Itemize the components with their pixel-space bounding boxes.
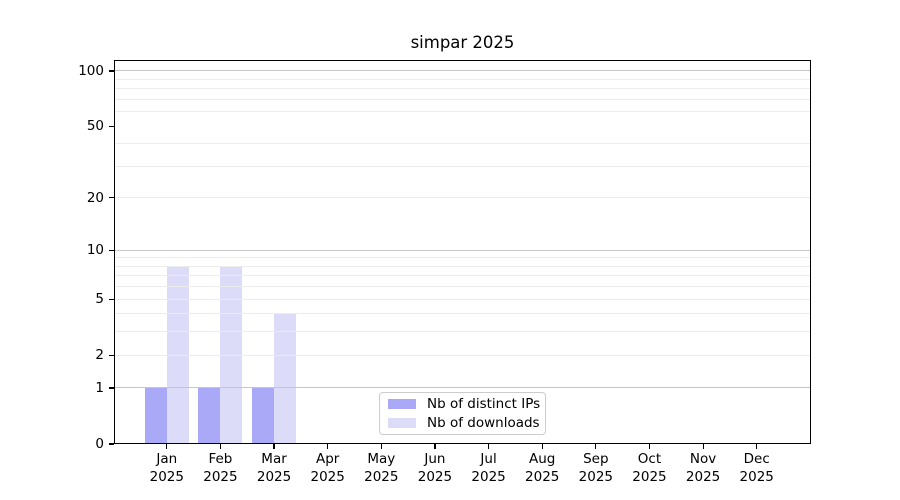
x-tick-mark (219, 444, 222, 449)
y-tick-label: 100 (78, 62, 104, 79)
x-tick-mark (166, 444, 168, 449)
x-tick-mark (487, 444, 490, 449)
y-tick-mark (109, 387, 114, 389)
x-tick-label: Oct 2025 (632, 451, 667, 485)
major-gridline (115, 70, 810, 72)
x-tick-mark (541, 444, 543, 449)
bar-nb-of-distinct-ips-jan (144, 387, 167, 444)
x-tick-label: Jan 2025 (149, 451, 184, 485)
y-tick-label: 5 (95, 291, 104, 308)
minor-gridline (115, 78, 810, 80)
y-tick-mark (109, 125, 114, 127)
y-tick-label: 10 (86, 242, 104, 259)
major-gridline (115, 387, 810, 389)
x-tick-label: Jun 2025 (417, 451, 453, 485)
x-tick-label: Jul 2025 (471, 451, 506, 485)
x-tick-mark (327, 444, 329, 449)
minor-gridline (115, 165, 810, 167)
minor-gridline (115, 286, 810, 288)
minor-gridline (115, 313, 810, 315)
y-tick-mark (109, 298, 114, 300)
minor-gridline (115, 275, 810, 277)
legend-item-distinct-ips: Nb of distinct IPs (388, 395, 545, 412)
minor-gridline (115, 257, 810, 259)
minor-gridline (115, 88, 810, 90)
x-tick-mark (380, 444, 382, 449)
downloads-swatch (388, 418, 416, 428)
x-tick-label: Apr 2025 (310, 451, 345, 485)
y-tick-label: 1 (95, 379, 104, 396)
y-tick-mark (109, 249, 114, 251)
bar-nb-of-distinct-ips-mar (252, 387, 275, 444)
x-tick-mark (756, 444, 758, 449)
minor-gridline (115, 331, 810, 333)
x-tick-label: Feb 2025 (203, 451, 238, 485)
legend: Nb of distinct IPs Nb of downloads (379, 392, 546, 435)
legend-item-downloads: Nb of downloads (388, 414, 545, 431)
y-tick-label: 50 (86, 118, 104, 135)
x-tick-label: Nov 2025 (685, 451, 721, 485)
legend-label-distinct-ips: Nb of distinct IPs (427, 395, 541, 412)
y-tick-mark (109, 443, 114, 445)
y-tick-mark (109, 354, 114, 356)
x-tick-mark (595, 444, 597, 449)
x-tick-mark (273, 444, 275, 449)
x-tick-mark (702, 444, 704, 449)
y-tick-label: 2 (95, 347, 104, 364)
distinct-ips-swatch (388, 399, 416, 409)
x-tick-label: May 2025 (364, 451, 399, 485)
plot-background (114, 60, 811, 444)
minor-gridline (115, 98, 810, 100)
y-tick-label: 20 (86, 189, 104, 206)
y-tick-mark (109, 70, 114, 72)
minor-gridline (115, 197, 810, 199)
minor-gridline (115, 265, 810, 267)
bar-nb-of-downloads-mar (274, 313, 297, 444)
minor-gridline (115, 111, 810, 113)
major-gridline (115, 249, 810, 251)
legend-label-downloads: Nb of downloads (427, 414, 540, 431)
x-tick-mark (648, 444, 651, 449)
minor-gridline (115, 354, 810, 356)
y-tick-mark (109, 197, 114, 199)
y-tick-label: 0 (95, 436, 104, 452)
x-tick-label: Aug 2025 (525, 451, 560, 485)
bar-nb-of-distinct-ips-feb (198, 387, 221, 444)
x-tick-label: Dec 2025 (739, 451, 774, 485)
x-tick-mark (434, 444, 436, 449)
x-tick-label: Sep 2025 (578, 451, 613, 485)
minor-gridline (115, 143, 810, 145)
chart-title: simpar 2025 (410, 33, 515, 52)
x-tick-label: Mar 2025 (256, 451, 292, 485)
minor-gridline (115, 298, 810, 300)
